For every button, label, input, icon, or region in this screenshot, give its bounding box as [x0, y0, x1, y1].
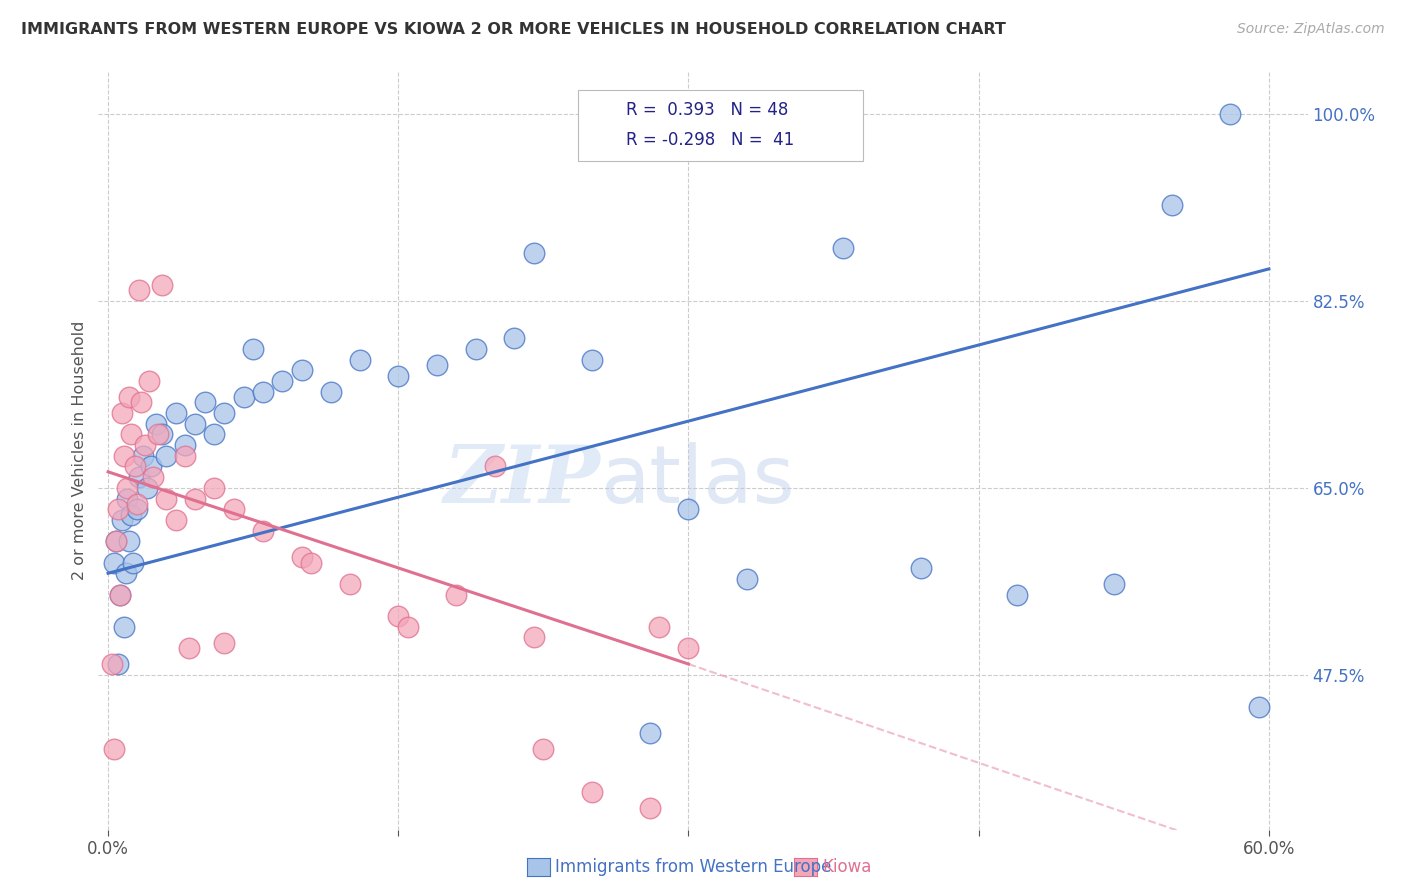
- Point: [252, 384, 274, 399]
- Text: atlas: atlas: [600, 442, 794, 520]
- Point: [150, 427, 173, 442]
- Point: [503, 331, 526, 345]
- Point: [290, 363, 312, 377]
- Point: [464, 342, 486, 356]
- Point: [107, 502, 129, 516]
- Point: [135, 481, 157, 495]
- Point: [638, 801, 661, 815]
- Point: [1161, 198, 1184, 212]
- Point: [117, 491, 139, 506]
- Point: [1007, 588, 1029, 602]
- Text: Kiowa: Kiowa: [823, 858, 872, 876]
- Point: [132, 449, 155, 463]
- Point: [128, 470, 150, 484]
- Text: R =  0.393   N = 48: R = 0.393 N = 48: [626, 101, 787, 119]
- Point: [1249, 699, 1271, 714]
- Point: [242, 342, 264, 356]
- Point: [252, 524, 274, 538]
- Point: [128, 283, 150, 297]
- Point: [299, 556, 322, 570]
- Point: [678, 640, 700, 655]
- Point: [120, 508, 142, 522]
- Point: [122, 556, 145, 570]
- Point: [139, 459, 162, 474]
- Point: [678, 502, 700, 516]
- Point: [120, 427, 142, 442]
- Point: [232, 390, 254, 404]
- Point: [184, 491, 207, 506]
- Point: [108, 588, 131, 602]
- Point: [145, 417, 167, 431]
- Text: Source: ZipAtlas.com: Source: ZipAtlas.com: [1237, 22, 1385, 37]
- Point: [148, 427, 170, 442]
- Point: [101, 657, 124, 671]
- Point: [134, 438, 156, 452]
- Point: [581, 785, 603, 799]
- Point: [290, 550, 312, 565]
- Point: [735, 572, 758, 586]
- Point: [142, 470, 165, 484]
- Point: [108, 588, 131, 602]
- Point: [107, 657, 129, 671]
- Point: [104, 534, 127, 549]
- Point: [426, 358, 449, 372]
- Point: [204, 427, 226, 442]
- Point: [124, 459, 146, 474]
- Text: Immigrants from Western Europe: Immigrants from Western Europe: [555, 858, 832, 876]
- Point: [127, 502, 149, 516]
- Point: [339, 577, 361, 591]
- Point: [194, 395, 217, 409]
- Point: [150, 277, 173, 292]
- Point: [387, 368, 409, 383]
- Point: [387, 609, 409, 624]
- Point: [222, 502, 245, 516]
- Point: [117, 481, 139, 495]
- Point: [155, 449, 177, 463]
- Point: [114, 566, 136, 581]
- Point: [112, 449, 135, 463]
- Point: [581, 352, 603, 367]
- Point: [271, 374, 294, 388]
- Point: [648, 620, 671, 634]
- Point: [184, 417, 207, 431]
- Point: [212, 635, 235, 649]
- Y-axis label: 2 or more Vehicles in Household: 2 or more Vehicles in Household: [72, 321, 87, 580]
- Point: [910, 561, 932, 575]
- Point: [523, 631, 546, 645]
- Point: [523, 246, 546, 260]
- Point: [638, 726, 661, 740]
- Point: [129, 395, 152, 409]
- Point: [165, 406, 187, 420]
- Text: R = -0.298   N =  41: R = -0.298 N = 41: [626, 131, 794, 149]
- Point: [155, 491, 177, 506]
- Point: [484, 459, 506, 474]
- Point: [165, 513, 187, 527]
- Text: ZIP: ZIP: [443, 442, 600, 519]
- Point: [396, 620, 419, 634]
- Point: [832, 241, 855, 255]
- Point: [111, 513, 134, 527]
- Point: [118, 390, 141, 404]
- Point: [104, 534, 127, 549]
- Point: [138, 374, 160, 388]
- Point: [1102, 577, 1125, 591]
- Text: IMMIGRANTS FROM WESTERN EUROPE VS KIOWA 2 OR MORE VEHICLES IN HOUSEHOLD CORRELAT: IMMIGRANTS FROM WESTERN EUROPE VS KIOWA …: [21, 22, 1005, 37]
- Point: [127, 497, 149, 511]
- Point: [111, 406, 134, 420]
- Point: [103, 742, 125, 756]
- Point: [446, 588, 468, 602]
- Point: [179, 640, 201, 655]
- Point: [204, 481, 226, 495]
- Point: [103, 556, 125, 570]
- Point: [212, 406, 235, 420]
- Point: [174, 438, 197, 452]
- Point: [319, 384, 342, 399]
- Point: [174, 449, 197, 463]
- Point: [118, 534, 141, 549]
- Point: [1219, 107, 1241, 121]
- Point: [112, 620, 135, 634]
- Point: [531, 742, 554, 756]
- Point: [349, 352, 371, 367]
